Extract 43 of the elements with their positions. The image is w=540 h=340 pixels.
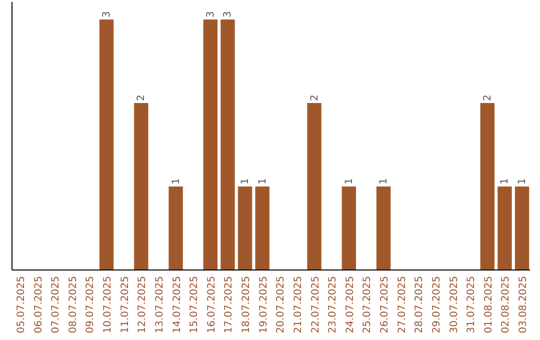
data-label: 2: [482, 94, 494, 102]
x-tick-label: 12.07.2025: [137, 276, 148, 334]
x-tick-label: 22.07.2025: [310, 276, 322, 334]
x-tick-label: 17.07.2025: [224, 276, 235, 334]
x-tick-label: 03.08.2025: [518, 276, 530, 334]
data-label: 1: [517, 178, 528, 185]
data-label: 2: [309, 94, 320, 102]
data-label: 3: [222, 11, 234, 18]
x-tick-label: 14.07.2025: [172, 276, 183, 334]
x-tick-label: 28.07.2025: [414, 276, 426, 334]
data-label: 1: [378, 178, 390, 185]
x-tick-label: 20.07.2025: [276, 276, 287, 334]
x-tick-label: 13.07.2025: [154, 276, 166, 334]
x-tick-label: 02.08.2025: [500, 276, 512, 334]
data-label: 1: [170, 178, 182, 185]
data-label: 1: [500, 178, 511, 185]
x-tick-label: 16.07.2025: [206, 276, 218, 334]
x-tick-label: 09.07.2025: [85, 276, 96, 334]
x-tick-label: 06.07.2025: [33, 276, 44, 334]
data-label: 3: [205, 11, 216, 18]
x-tick-label: 24.07.2025: [344, 276, 356, 334]
x-tick-label: 05.07.2025: [16, 276, 27, 334]
x-tick-label: 30.07.2025: [448, 276, 460, 334]
x-tick-label: 27.07.2025: [396, 276, 408, 334]
x-tick-label: 29.07.2025: [431, 276, 442, 334]
x-tick-label: 19.07.2025: [258, 276, 270, 334]
data-label: 1: [257, 178, 268, 185]
x-tick-label: 18.07.2025: [241, 276, 252, 334]
x-tick-label: 31.07.2025: [466, 276, 478, 334]
x-tick-label: 07.07.2025: [50, 276, 62, 334]
data-label: 3: [102, 11, 113, 18]
x-tick-label: 08.07.2025: [68, 276, 79, 334]
data-label: 1: [344, 178, 355, 185]
data-label: 2: [136, 94, 148, 102]
x-tick-label: 25.07.2025: [362, 276, 374, 334]
x-tick-label: 10.07.2025: [102, 276, 114, 334]
x-tick-label: 21.07.2025: [292, 276, 304, 334]
x-tick-label: 11.07.2025: [120, 276, 131, 334]
x-tick-label: 01.08.2025: [483, 276, 494, 334]
data-label: 1: [240, 178, 252, 185]
x-tick-label: 15.07.2025: [189, 276, 200, 334]
x-tick-label: 23.07.2025: [328, 276, 339, 334]
x-tick-label: 26.07.2025: [380, 276, 391, 334]
